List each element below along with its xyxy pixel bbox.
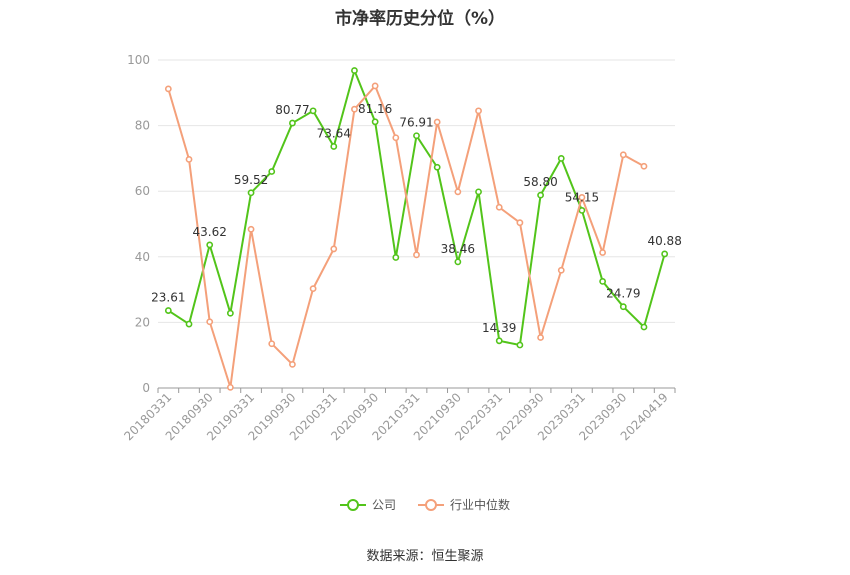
data-point-0 [516,341,524,349]
data-point-1 [599,249,607,256]
legend-item-industry[interactable]: 行业中位数 [418,496,510,513]
data-point-1 [454,188,462,196]
data-label: 14.39 [482,321,516,335]
data-point-1 [247,225,255,233]
legend-item-company[interactable]: 公司 [339,496,396,513]
y-tick-label: 60 [135,184,150,198]
data-point-1 [433,118,441,126]
y-tick-label: 40 [135,250,150,264]
data-label: 81.16 [358,102,392,116]
data-point-1 [392,134,400,142]
data-point-0 [268,168,276,175]
legend: 公司 行业中位数 [0,496,850,513]
data-point-1 [640,162,648,170]
data-source: 数据来源：恒生聚源 [366,549,484,564]
chart-title: 市净率历史分位（%） [334,9,506,29]
data-label: 23.61 [151,291,185,305]
data-point-0 [185,320,193,328]
data-point-0 [578,206,586,214]
data-point-0 [289,119,296,127]
y-tick-label: 0 [142,381,150,395]
data-point-0 [433,163,441,171]
data-point-1 [371,82,379,90]
data-label: 59.52 [234,173,268,187]
data-label: 43.62 [193,225,227,239]
data-point-0 [495,337,503,345]
data-point-1 [268,340,276,348]
data-point-0 [599,277,607,285]
data-point-1 [557,266,565,274]
data-point-1 [351,105,358,113]
data-point-0 [371,118,379,126]
y-tick-label: 80 [135,119,150,133]
data-label: 73.64 [317,126,351,140]
y-tick-label: 20 [135,315,150,329]
data-point-0 [661,250,669,258]
data-point-1 [330,245,338,253]
data-point-0 [351,67,358,74]
data-point-0 [309,107,317,115]
series-line-0 [167,69,666,347]
data-point-1 [413,251,420,259]
data-point-0 [537,191,544,199]
data-point-1 [206,318,214,326]
data-point-0 [557,154,565,162]
legend-company-label: 公司 [371,498,396,512]
data-point-1 [309,285,317,293]
data-point-0 [392,254,400,261]
data-point-1 [537,334,544,341]
data-point-0 [330,143,338,150]
data-label: 76.91 [399,116,433,130]
data-label: 80.77 [275,103,309,117]
data-point-1 [578,194,586,201]
data-point-0 [640,323,648,331]
data-label: 54.15 [565,190,599,204]
data-point-1 [164,85,172,93]
data-label: 40.88 [647,234,681,248]
data-point-0 [619,303,627,311]
data-point-0 [413,132,420,140]
data-label: 58.80 [523,175,557,189]
data-point-1 [516,219,524,227]
data-point-1 [289,360,296,368]
data-point-0 [475,188,482,196]
legend-industry-line-icon [418,498,444,511]
data-label: 24.79 [606,287,640,301]
data-point-0 [226,309,234,317]
data-point-0 [454,258,462,266]
data-point-1 [619,151,627,159]
series-line-1 [167,84,645,389]
data-point-1 [475,107,482,115]
data-point-1 [226,383,234,391]
data-point-1 [185,155,193,163]
legend-company-line-icon [339,498,366,511]
data-point-0 [206,241,214,249]
data-point-0 [164,307,172,314]
y-tick-label: 100 [127,53,150,67]
data-point-0 [247,189,255,197]
data-label: 38.46 [441,242,475,256]
legend-industry-label: 行业中位数 [450,498,511,512]
data-point-1 [495,203,503,211]
